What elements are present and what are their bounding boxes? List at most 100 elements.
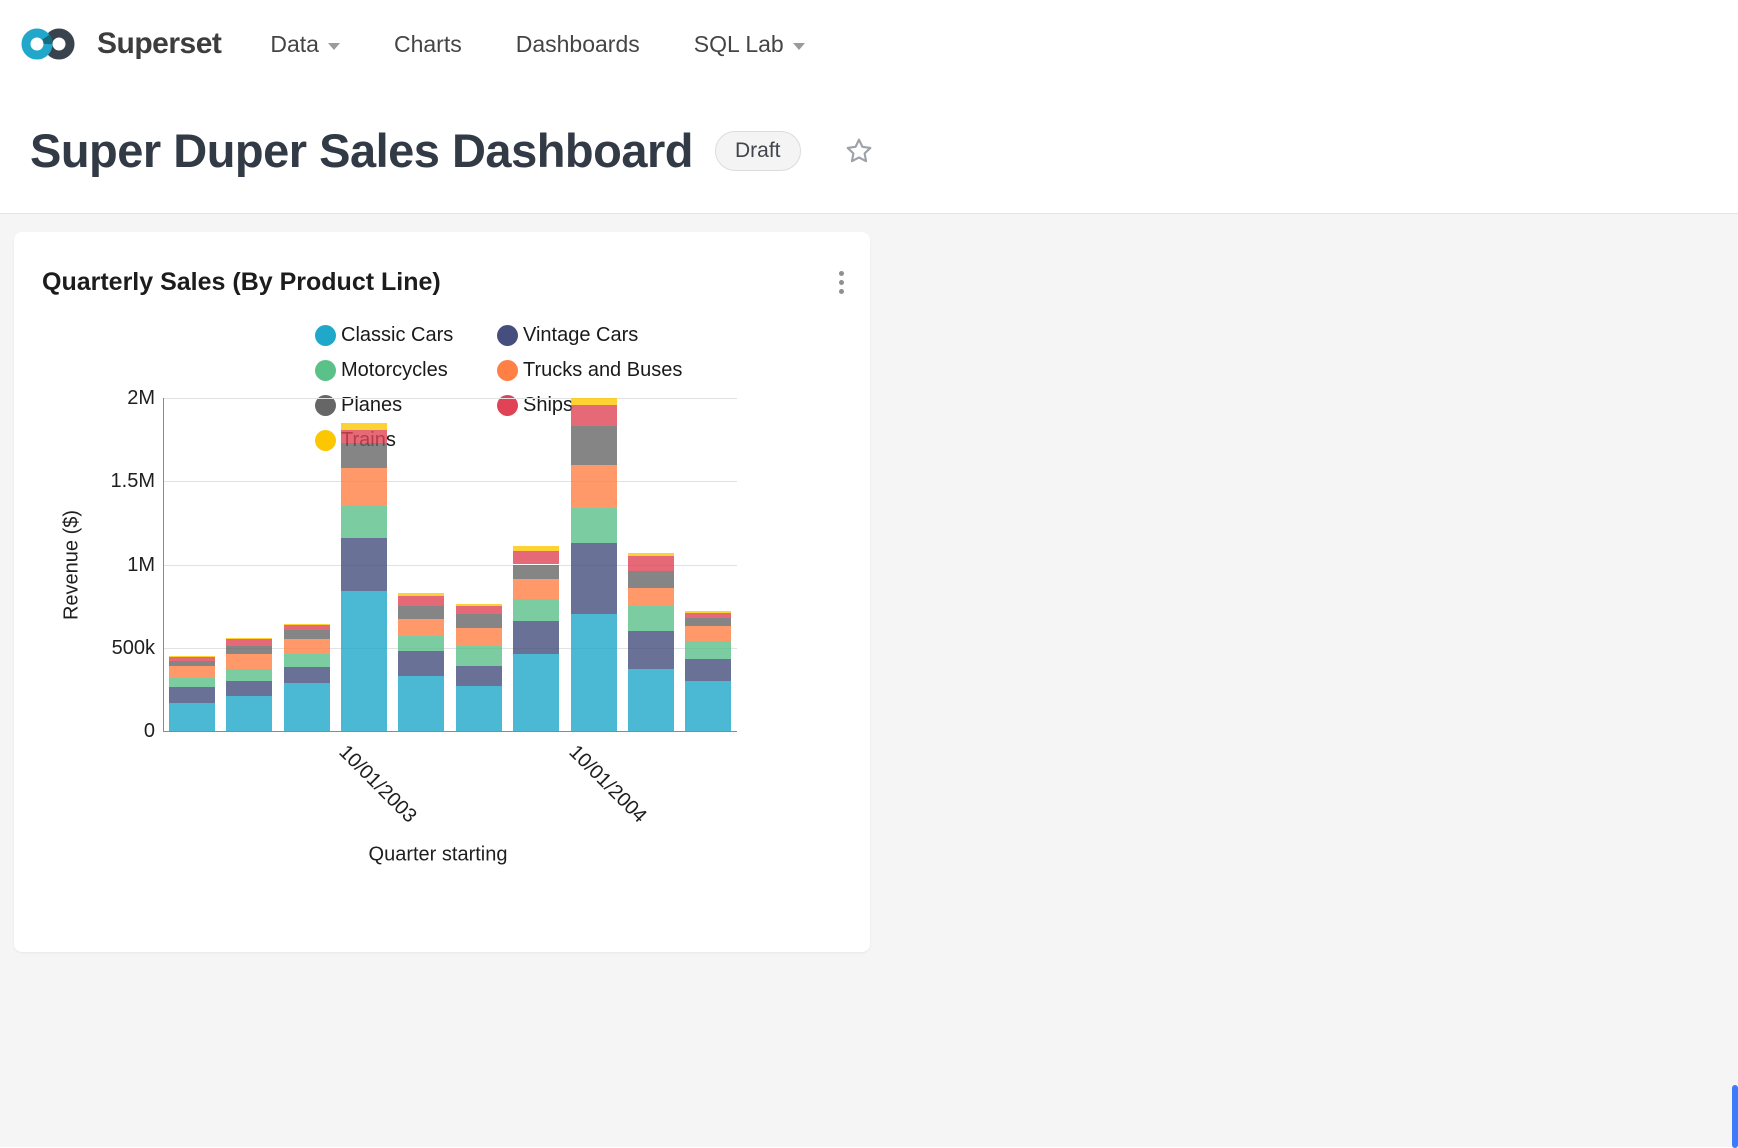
y-axis-tick-label: 1.5M	[110, 470, 155, 493]
favorite-star-icon[interactable]	[843, 135, 875, 167]
bar-segment-planes[interactable]	[627, 571, 674, 588]
bar-segment-trains[interactable]	[513, 546, 560, 552]
bar-segment-classic-cars[interactable]	[340, 591, 387, 731]
bar-segment-trains[interactable]	[627, 552, 674, 557]
bar-segment-trains[interactable]	[226, 637, 273, 640]
bar-segment-vintage-cars[interactable]	[398, 651, 445, 677]
bar-segment-vintage-cars[interactable]	[455, 666, 502, 687]
bar-segment-classic-cars[interactable]	[570, 614, 617, 731]
bar-segment-planes[interactable]	[455, 614, 502, 628]
bar-segment-trains[interactable]	[685, 611, 732, 613]
bar-segment-ships[interactable]	[398, 596, 445, 607]
bar-segment-trucks-and-buses[interactable]	[398, 619, 445, 637]
bar-segment-motorcycles[interactable]	[455, 646, 502, 667]
bar-segment-motorcycles[interactable]	[168, 677, 215, 687]
bar-segment-trucks-and-buses[interactable]	[627, 587, 674, 607]
legend-item-ships[interactable]: Ships	[497, 394, 682, 416]
legend-dot-icon	[497, 324, 518, 346]
brand-name: Superset	[97, 27, 222, 60]
legend-dot-icon	[315, 429, 336, 451]
legend-label: Trucks and Buses	[523, 359, 683, 381]
dashboard-grid: Quarterly Sales (By Product Line) Classi…	[0, 213, 1738, 1147]
scrollbar-thumb[interactable]	[1732, 1085, 1738, 1148]
bar-segment-ships[interactable]	[627, 556, 674, 572]
bar-segment-trucks-and-buses[interactable]	[455, 627, 502, 647]
bar-segment-classic-cars[interactable]	[168, 702, 215, 731]
nav-item-sql-lab[interactable]: SQL Lab	[694, 31, 805, 58]
bar-segment-ships[interactable]	[455, 606, 502, 615]
bar-segment-classic-cars[interactable]	[398, 676, 445, 731]
bar-segment-ships[interactable]	[570, 404, 617, 427]
bar-segment-trucks-and-buses[interactable]	[513, 579, 560, 600]
bar-segment-motorcycles[interactable]	[570, 507, 617, 543]
bar-segment-planes[interactable]	[226, 646, 273, 655]
bar-segment-ships[interactable]	[340, 429, 387, 443]
bar-segment-trucks-and-buses[interactable]	[685, 626, 732, 642]
bar-segment-trains[interactable]	[398, 592, 445, 597]
bar-segment-motorcycles[interactable]	[685, 641, 732, 660]
bar-segment-planes[interactable]	[398, 606, 445, 620]
bar-segment-vintage-cars[interactable]	[226, 681, 273, 697]
bar-segment-classic-cars[interactable]	[513, 654, 560, 731]
bar-segment-trucks-and-buses[interactable]	[226, 654, 273, 670]
chevron-down-icon	[792, 42, 805, 50]
nav-item-dashboards[interactable]: Dashboards	[516, 31, 640, 58]
nav-item-charts[interactable]: Charts	[394, 31, 462, 58]
bar-segment-trucks-and-buses[interactable]	[283, 638, 330, 654]
bar-segment-classic-cars[interactable]	[627, 669, 674, 731]
legend-item-planes[interactable]: Planes	[315, 394, 497, 416]
legend-item-vintage-cars[interactable]: Vintage Cars	[497, 324, 682, 346]
bar-segment-planes[interactable]	[513, 564, 560, 580]
bar-segment-trains[interactable]	[283, 623, 330, 626]
bar-segment-classic-cars[interactable]	[455, 686, 502, 731]
gridline	[163, 564, 737, 566]
bar-segment-planes[interactable]	[283, 630, 330, 639]
y-axis-title: Revenue ($)	[60, 509, 83, 621]
bar-segment-classic-cars[interactable]	[283, 682, 330, 731]
bar-segment-motorcycles[interactable]	[283, 653, 330, 667]
bar-segment-trains[interactable]	[340, 422, 387, 430]
bar-segment-motorcycles[interactable]	[226, 669, 273, 682]
bar-segment-trains[interactable]	[570, 398, 617, 405]
kebab-menu-icon[interactable]	[826, 266, 856, 298]
bar-segment-trains[interactable]	[455, 604, 502, 607]
bar-segment-vintage-cars[interactable]	[513, 621, 560, 655]
bar-segment-classic-cars[interactable]	[685, 681, 732, 731]
bar-segment-ships[interactable]	[513, 551, 560, 565]
bar-segment-trucks-and-buses[interactable]	[570, 464, 617, 508]
x-axis-title: Quarter starting	[368, 843, 508, 866]
bar-segment-vintage-cars[interactable]	[283, 666, 330, 683]
bar-segment-motorcycles[interactable]	[627, 606, 674, 632]
bar-segment-ships[interactable]	[226, 639, 273, 647]
y-axis-tick-label: 2M	[127, 387, 155, 409]
bar-segment-trains[interactable]	[168, 656, 215, 657]
brand[interactable]: Superset	[17, 24, 222, 64]
bar-segment-ships[interactable]	[685, 612, 732, 618]
bar-segment-trucks-and-buses[interactable]	[168, 666, 215, 678]
bar-segment-ships[interactable]	[283, 625, 330, 631]
bar-segment-vintage-cars[interactable]	[570, 542, 617, 615]
bar-segment-planes[interactable]	[168, 661, 215, 667]
legend-item-trucks-and-buses[interactable]: Trucks and Buses	[497, 359, 682, 381]
bar-segment-motorcycles[interactable]	[340, 506, 387, 538]
bar-segment-motorcycles[interactable]	[398, 636, 445, 652]
bar-segment-planes[interactable]	[685, 617, 732, 627]
bar-segment-classic-cars[interactable]	[226, 696, 273, 731]
bar-segment-planes[interactable]	[340, 442, 387, 468]
bar-segment-vintage-cars[interactable]	[627, 631, 674, 670]
bar-segment-vintage-cars[interactable]	[685, 659, 732, 682]
legend-item-motorcycles[interactable]: Motorcycles	[315, 359, 497, 381]
status-badge[interactable]: Draft	[714, 130, 801, 171]
superset-logo-icon	[21, 28, 75, 60]
bar-segment-vintage-cars[interactable]	[340, 537, 387, 592]
nav-item-label: Dashboards	[515, 30, 640, 57]
bar-segment-planes[interactable]	[570, 426, 617, 465]
chart-legend: Classic Cars Vintage Cars Motorcycles Truck…	[315, 324, 682, 451]
bar-segment-vintage-cars[interactable]	[168, 686, 215, 703]
bar-segment-motorcycles[interactable]	[513, 599, 560, 622]
legend-dot-icon	[497, 394, 518, 416]
bar-segment-trucks-and-buses[interactable]	[340, 467, 387, 507]
legend-item-classic-cars[interactable]: Classic Cars	[315, 324, 497, 346]
nav-item-data[interactable]: Data	[270, 31, 340, 58]
bar-segment-ships[interactable]	[168, 656, 215, 662]
